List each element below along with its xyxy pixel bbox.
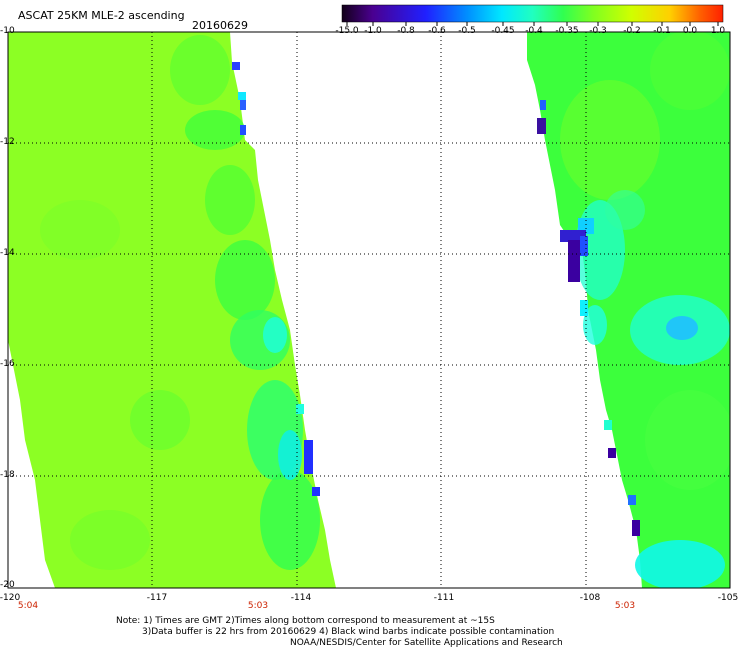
teal-cell (604, 420, 612, 430)
blue-cell (560, 230, 586, 242)
lat-label: -14 (0, 248, 15, 258)
blue-cell (580, 236, 588, 256)
product-date: 20160629 (192, 19, 248, 32)
colorbar-label: -0.8 (397, 26, 415, 36)
blue-cell (240, 125, 246, 135)
time-label: 5:03 (614, 601, 636, 611)
green-patch (185, 110, 245, 150)
colorbar-label: 1.0 (710, 26, 726, 36)
blue-cell (304, 440, 313, 474)
lime-patch (650, 32, 730, 110)
map-frame (7, 31, 731, 589)
teal-patch (278, 430, 302, 480)
green-patch (130, 390, 190, 450)
teal-cell (296, 404, 304, 414)
lime-patch (645, 390, 730, 490)
teal-patch (635, 540, 725, 588)
lat-label: -20 (0, 580, 15, 590)
teal-cell (238, 92, 246, 100)
colorbar-label: -0.6 (428, 26, 446, 36)
lon-label: -105 (717, 593, 739, 603)
green-patch (215, 240, 275, 320)
colorbar-label: -1.0 (364, 26, 382, 36)
cyan-patch (666, 316, 698, 340)
colorbar-ticks (346, 22, 719, 26)
right-swath (527, 32, 730, 588)
lat-label: -10 (0, 26, 15, 36)
colorbar-label: -0.3 (589, 26, 607, 36)
dark-cell (632, 520, 640, 536)
green-patch (70, 510, 150, 570)
green-patch (205, 165, 255, 235)
blue-cell (540, 100, 546, 110)
green-patch (170, 35, 230, 105)
green-patch (40, 200, 120, 260)
footer-note-2: 3)Data buffer is 22 hrs from 20160629 4)… (142, 627, 555, 637)
colorbar-label: -0.2 (623, 26, 641, 36)
lat-label: -12 (0, 137, 15, 147)
lime-patch (560, 80, 660, 200)
dark-cell (568, 240, 580, 282)
lon-label: -111 (433, 593, 455, 603)
colorbar-label: -0.1 (653, 26, 671, 36)
cyan-cell (580, 300, 588, 316)
lon-label: -120 (0, 593, 21, 603)
colorbar-label: -0.45 (491, 26, 515, 36)
footer-note-3: NOAA/NESDIS/Center for Satellite Applica… (290, 638, 563, 648)
lon-label: -108 (579, 593, 601, 603)
colorbar-label: 0.0 (682, 26, 698, 36)
lat-label: -18 (0, 470, 15, 480)
dark-cell (537, 118, 546, 134)
blue-cell (628, 495, 636, 505)
lon-label: -114 (290, 593, 312, 603)
colorbar (341, 4, 724, 23)
colorbar-label: -0.35 (555, 26, 579, 36)
graticule (8, 32, 730, 588)
blue-cell (312, 487, 320, 496)
colorbar-label: -0.4 (525, 26, 543, 36)
footer-note-1: Note: 1) Times are GMT 2)Times along bot… (116, 616, 495, 626)
time-label: 5:03 (247, 601, 269, 611)
teal-patch (605, 190, 645, 230)
green-patch (260, 470, 320, 570)
product-title: ASCAT 25KM MLE-2 ascending (18, 9, 185, 22)
left-swath (8, 32, 336, 588)
colorbar-label: -15.0 (335, 26, 359, 36)
blue-cell (232, 62, 240, 70)
lon-label: -117 (146, 593, 168, 603)
blue-cell (240, 100, 246, 110)
dark-cell (608, 448, 616, 458)
lat-label: -16 (0, 359, 15, 369)
colorbar-label: -0.5 (458, 26, 476, 36)
teal-patch (263, 317, 287, 353)
time-label: 5:04 (17, 601, 39, 611)
teal-patch (583, 305, 607, 345)
